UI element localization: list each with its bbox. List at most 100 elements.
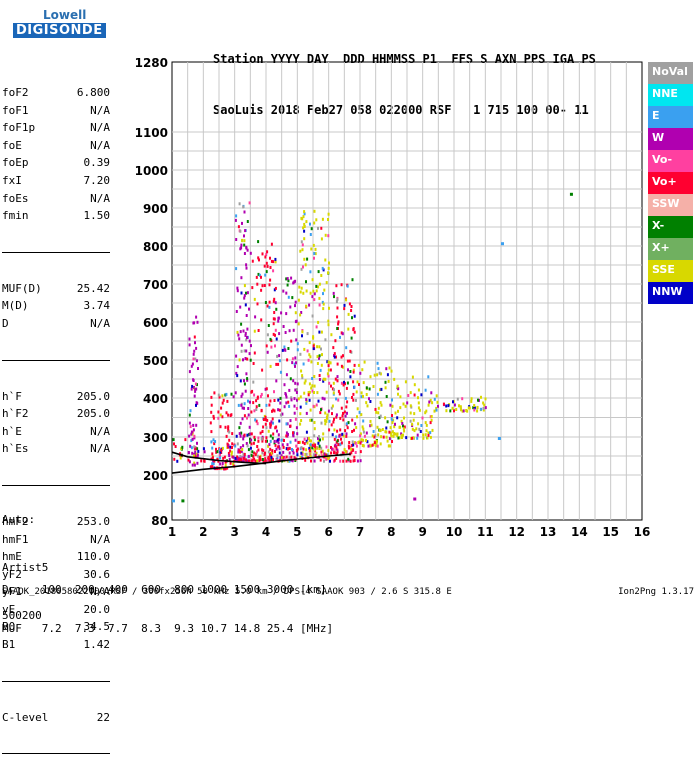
echo-point [250, 459, 253, 463]
echo-point [224, 425, 227, 429]
echo-point [321, 449, 324, 453]
echo-point [335, 452, 338, 456]
echo-point [275, 307, 278, 311]
echo-point [354, 451, 357, 454]
echo-point [302, 265, 304, 269]
echo-point [194, 453, 197, 457]
echo-point [222, 398, 225, 402]
echo-point [253, 329, 256, 333]
echo-point [272, 299, 275, 303]
echo-point [427, 403, 430, 407]
echo-point [473, 406, 476, 410]
echo-point [312, 344, 315, 348]
echo-point [264, 457, 267, 461]
echo-point [323, 288, 326, 292]
echo-point [333, 352, 336, 356]
echo-point [294, 320, 297, 324]
echo-point [394, 422, 396, 426]
echo-point [192, 428, 195, 432]
trace-upper [171, 451, 267, 465]
echo-point [305, 220, 308, 224]
echo-point [286, 434, 289, 438]
echo-point [268, 305, 271, 309]
echo-point [243, 243, 246, 247]
echo-point [308, 398, 311, 402]
echo-point [267, 444, 270, 448]
echo-point [345, 405, 348, 409]
echo-point [254, 418, 257, 422]
echo-point [237, 450, 240, 454]
echo-point [361, 368, 364, 372]
echo-point [265, 426, 268, 430]
echo-point [339, 442, 342, 446]
echo-point [461, 397, 464, 401]
echo-point [288, 446, 291, 450]
echo-point [249, 437, 251, 441]
echo-point [344, 450, 347, 454]
echo-point [269, 424, 272, 428]
echo-point [311, 443, 314, 447]
echo-point [424, 421, 427, 425]
echo-point [373, 373, 376, 377]
echo-point [324, 419, 327, 423]
echo-point [310, 227, 313, 231]
echo-point [306, 332, 309, 336]
echo-point [436, 400, 439, 404]
echo-point [211, 446, 214, 450]
echo-point [368, 397, 370, 401]
param-row: h`F2 205.0 [2, 405, 110, 423]
echo-point [242, 205, 245, 209]
echo-point [380, 435, 383, 439]
polarization-legend: NoVal NNE E W Vo- Vo+ SSW X- X+ SSE NNW [648, 62, 693, 304]
echo-point [301, 334, 303, 338]
echo-point [261, 448, 264, 452]
echo-point [247, 448, 250, 452]
x-tick-label: 5 [293, 525, 301, 539]
echo-point [252, 362, 255, 365]
echo-point [227, 413, 230, 417]
echo-point [244, 357, 247, 360]
echo-point [236, 289, 239, 293]
echo-point [225, 392, 228, 396]
echo-point [250, 438, 253, 442]
echo-point [484, 397, 487, 401]
echo-point [312, 243, 315, 247]
echo-point [369, 400, 372, 403]
echo-point [287, 400, 290, 404]
echo-point [345, 434, 348, 438]
echo-point [355, 390, 358, 394]
echo-point [254, 459, 257, 463]
echo-point [232, 462, 235, 466]
echo-point [355, 444, 358, 448]
echo-point [350, 444, 353, 447]
echo-point [343, 410, 346, 414]
echo-point [194, 382, 197, 386]
x-tick-label: 15 [602, 525, 619, 539]
echo-point [419, 430, 422, 433]
legend-item-e: E [648, 106, 693, 128]
echo-point [333, 417, 335, 421]
echo-point [379, 428, 381, 432]
echo-point [317, 226, 319, 230]
echo-point [417, 396, 419, 400]
echo-point [345, 422, 348, 426]
echo-point [210, 430, 213, 434]
echo-point [333, 388, 335, 392]
echo-point [330, 451, 333, 455]
echo-point [294, 364, 296, 368]
echo-point [313, 256, 315, 260]
echo-point [320, 446, 323, 450]
echo-point [276, 456, 279, 459]
echo-point [353, 385, 356, 389]
echo-point [310, 418, 313, 422]
echo-point [256, 422, 259, 426]
echo-point [283, 345, 286, 349]
echo-point [427, 431, 430, 435]
echo-point [337, 398, 340, 402]
echo-point [242, 437, 245, 441]
echo-point [245, 314, 248, 317]
param-row: yF2 30.6 [2, 566, 110, 584]
echo-point [245, 349, 248, 353]
param-name: C-level [2, 710, 49, 724]
echo-point [244, 458, 247, 462]
